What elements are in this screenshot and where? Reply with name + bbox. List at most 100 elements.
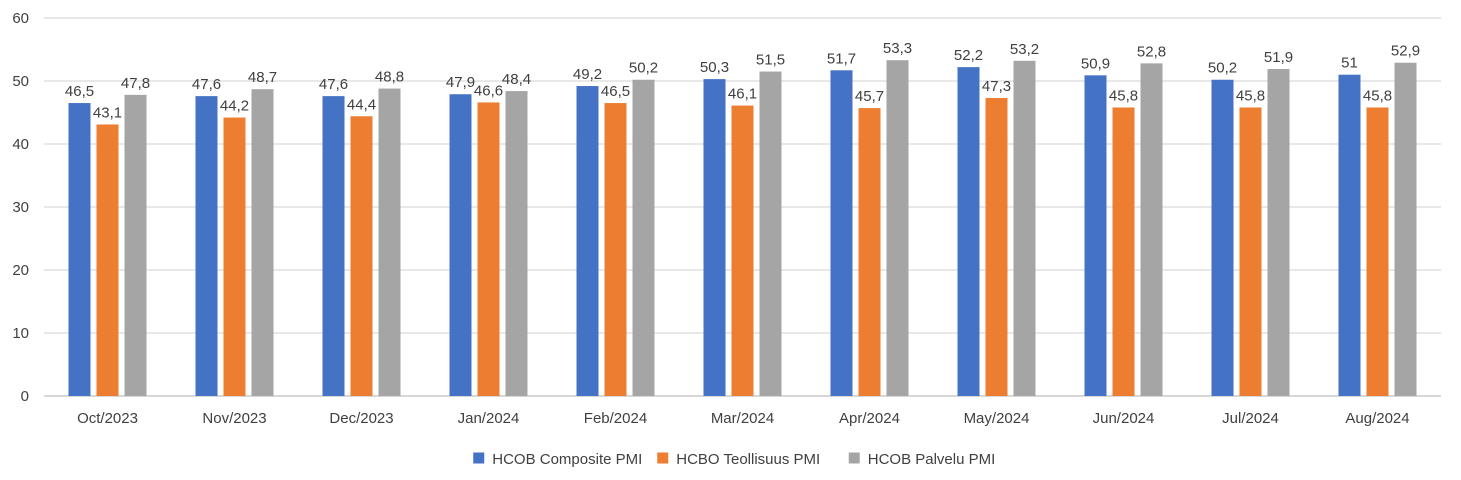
- y-tick-label: 20: [12, 262, 29, 279]
- data-label: 49,2: [573, 66, 602, 83]
- bar-0-5: [703, 79, 726, 397]
- legend: HCOB Composite PMI HCBO Teollisuus PMI HCO…: [473, 451, 995, 468]
- legend-label: HCOB Palvelu PMI: [868, 451, 996, 468]
- data-label: 50,2: [629, 60, 658, 77]
- bar-1-1: [223, 117, 246, 396]
- bar-0-2: [322, 96, 345, 397]
- bar-1-6: [858, 108, 881, 396]
- x-tick-label: Jun/2024: [1093, 410, 1155, 427]
- plot-area: [68, 60, 1417, 397]
- legend-swatch: [848, 452, 860, 464]
- legend-swatch: [473, 452, 485, 464]
- data-label: 43,1: [93, 104, 122, 121]
- data-label: 51,7: [827, 50, 856, 67]
- data-label: 46,6: [474, 82, 503, 99]
- bar-2-7: [1013, 60, 1036, 397]
- bar-2-8: [1140, 63, 1163, 397]
- bar-2-9: [1267, 69, 1290, 396]
- bar-2-5: [759, 71, 782, 397]
- bar-0-6: [830, 70, 853, 396]
- data-label: 53,2: [1010, 41, 1039, 58]
- bar-0-3: [449, 94, 472, 396]
- x-tick-label: Jan/2024: [458, 410, 520, 427]
- y-tick-label: 30: [12, 199, 29, 216]
- bar-1-5: [731, 105, 754, 396]
- data-label: 51: [1341, 55, 1358, 72]
- data-label: 45,8: [1363, 87, 1392, 104]
- data-label: 52,2: [954, 47, 983, 64]
- x-tick-label: Aug/2024: [1345, 410, 1409, 427]
- legend-item: HCOB Composite PMI: [473, 451, 642, 468]
- data-label: 47,8: [121, 75, 150, 92]
- data-label: 46,1: [728, 86, 757, 103]
- data-label: 51,9: [1264, 49, 1293, 66]
- legend-item: HCBO Teollisuus PMI: [657, 451, 820, 468]
- bar-2-1: [251, 89, 274, 396]
- data-label: 50,2: [1208, 60, 1237, 77]
- bar-2-4: [632, 79, 655, 397]
- x-tick-label: Oct/2023: [77, 410, 138, 427]
- x-tick-label: Feb/2024: [584, 410, 647, 427]
- y-tick-label: 0: [21, 388, 29, 405]
- x-tick-label: Nov/2023: [202, 410, 266, 427]
- y-tick-label: 50: [12, 73, 29, 90]
- bar-0-10: [1338, 74, 1361, 396]
- data-label: 47,9: [446, 74, 475, 91]
- data-label: 48,7: [248, 69, 277, 86]
- data-label: 47,6: [192, 76, 221, 93]
- bar-0-0: [68, 103, 91, 397]
- bar-0-9: [1211, 79, 1234, 397]
- data-label: 46,5: [601, 83, 630, 100]
- x-tick-label: May/2024: [964, 410, 1030, 427]
- data-label: 45,8: [1236, 87, 1265, 104]
- data-label: 45,8: [1109, 87, 1138, 104]
- legend-label: HCBO Teollisuus PMI: [676, 451, 820, 468]
- x-tick-label: Apr/2024: [839, 410, 900, 427]
- bar-2-6: [886, 60, 909, 397]
- legend-swatch: [657, 452, 669, 464]
- bar-0-8: [1084, 75, 1107, 396]
- bar-1-3: [477, 102, 500, 397]
- legend-label: HCOB Composite PMI: [492, 451, 642, 468]
- data-label: 51,5: [756, 52, 785, 69]
- data-label: 45,7: [855, 88, 884, 105]
- data-labels: 46,5 43,1 47,8 47,6 44,2 48,7 47,6 44,4 48,8 47,9…: [65, 40, 1420, 121]
- bar-1-4: [604, 103, 627, 397]
- data-label: 50,9: [1081, 55, 1110, 72]
- data-label: 50,3: [700, 59, 729, 76]
- data-label: 53,3: [883, 40, 912, 57]
- data-label: 47,6: [319, 76, 348, 93]
- bar-2-3: [505, 91, 528, 396]
- bar-2-10: [1394, 62, 1417, 396]
- bar-1-10: [1366, 107, 1389, 397]
- data-label: 47,3: [982, 78, 1011, 95]
- bar-1-7: [985, 98, 1008, 396]
- y-tick-label: 10: [12, 325, 29, 342]
- data-label: 48,4: [502, 71, 531, 88]
- y-axis: 0 10 20 30 40 50 60: [12, 10, 29, 405]
- bar-1-8: [1112, 107, 1135, 397]
- x-tick-label: Mar/2024: [711, 410, 774, 427]
- x-tick-label: Dec/2023: [329, 410, 393, 427]
- y-tick-label: 40: [12, 136, 29, 153]
- bar-1-2: [350, 116, 373, 396]
- x-tick-label: Jul/2024: [1222, 410, 1279, 427]
- data-label: 52,9: [1391, 43, 1420, 60]
- data-label: 52,8: [1137, 43, 1166, 60]
- bar-1-9: [1239, 107, 1262, 397]
- x-axis: Oct/2023 Nov/2023 Dec/2023 Jan/2024 Feb/2024…: [77, 410, 1410, 427]
- bar-0-4: [576, 86, 599, 396]
- legend-item: HCOB Palvelu PMI: [848, 451, 996, 468]
- bar-0-7: [957, 67, 980, 396]
- bar-1-0: [96, 124, 119, 396]
- y-tick-label: 60: [12, 10, 29, 27]
- data-label: 44,4: [347, 96, 376, 113]
- data-label: 44,2: [220, 98, 249, 115]
- bar-2-0: [124, 94, 147, 397]
- bar-2-2: [378, 88, 401, 396]
- bar-0-1: [195, 96, 218, 397]
- data-label: 48,8: [375, 69, 404, 86]
- data-label: 46,5: [65, 83, 94, 100]
